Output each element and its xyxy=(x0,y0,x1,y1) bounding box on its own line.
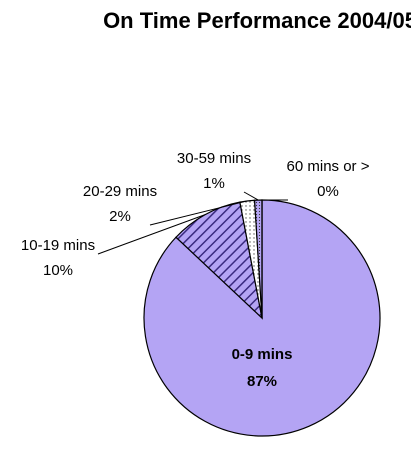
data-label-name: 30-59 mins xyxy=(177,150,251,167)
data-label-value: 2% xyxy=(109,208,131,225)
pie-slice xyxy=(175,201,263,320)
chart-title: On Time Performance 2004/05 xyxy=(103,8,411,33)
data-label-name: 60 mins or > xyxy=(287,158,370,175)
leader-line xyxy=(149,200,248,226)
leader-line xyxy=(243,191,259,201)
pie-slice xyxy=(143,199,381,437)
leader-line xyxy=(97,214,206,255)
data-label-name: 20-29 mins xyxy=(83,183,157,200)
data-label-name: 0-9 mins xyxy=(232,346,293,363)
data-label-value: 1% xyxy=(203,175,225,192)
data-label-name: 10-19 mins xyxy=(21,237,95,254)
data-label-value: 0% xyxy=(317,183,339,200)
data-label-value: 87% xyxy=(247,373,277,390)
data-label-value: 10% xyxy=(43,262,73,279)
